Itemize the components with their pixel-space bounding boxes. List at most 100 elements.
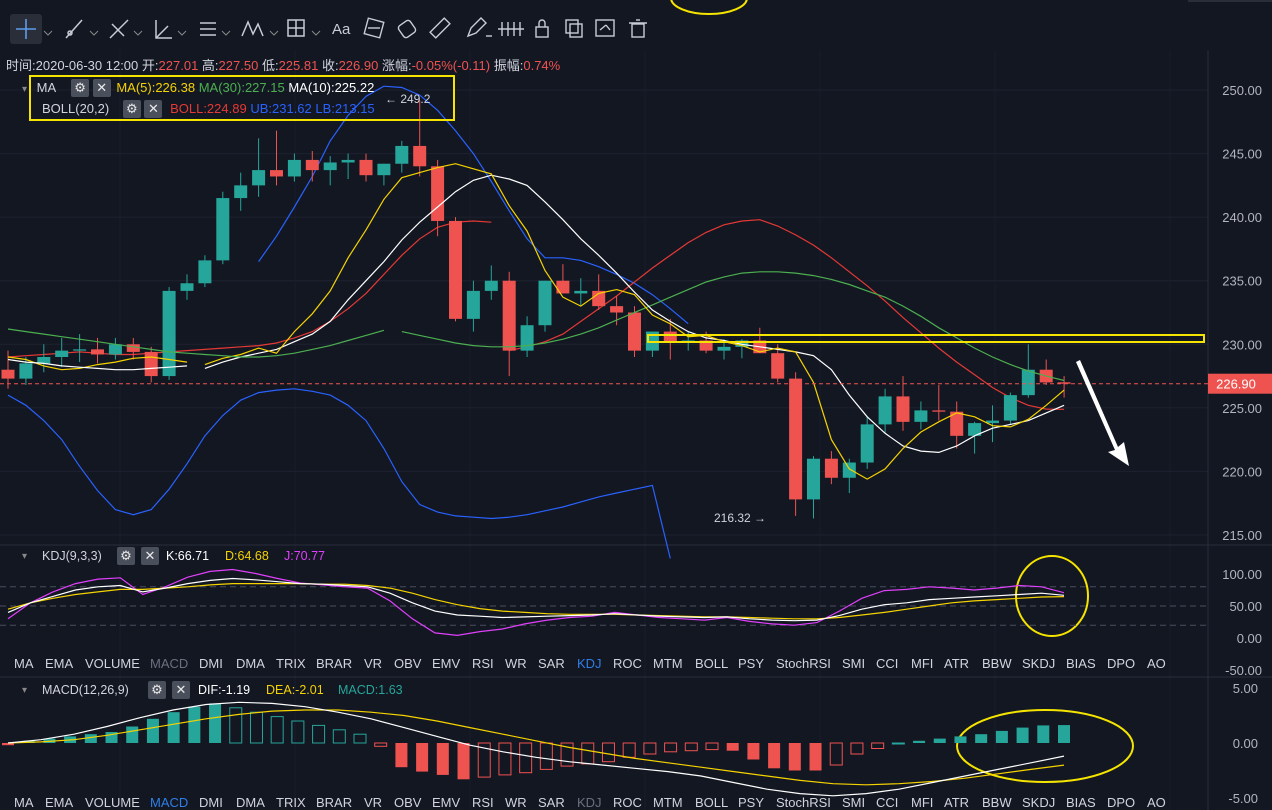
wave-icon[interactable] bbox=[241, 20, 264, 37]
eraser-icon[interactable] bbox=[397, 19, 417, 39]
indicator-tab-smi[interactable]: SMI bbox=[842, 795, 866, 810]
boll-settings-gear-icon[interactable]: ⚙ bbox=[122, 100, 141, 118]
indicator-tab-kdj[interactable]: KDJ bbox=[577, 795, 602, 810]
ruler-icon[interactable] bbox=[429, 17, 451, 39]
crosshair-icon[interactable] bbox=[16, 19, 36, 39]
macd-histogram-bar bbox=[975, 734, 988, 743]
indicator-tab-macd[interactable]: MACD bbox=[150, 656, 189, 671]
indicator-tab-trix[interactable]: TRIX bbox=[276, 795, 306, 810]
indicator-tab-volume[interactable]: VOLUME bbox=[85, 795, 140, 810]
candle-body bbox=[144, 351, 158, 377]
ray-icon[interactable] bbox=[109, 19, 129, 39]
indicator-tab-brar[interactable]: BRAR bbox=[316, 795, 353, 810]
indicator-tab-mtm[interactable]: MTM bbox=[653, 656, 683, 671]
indicator-tab-stochrsi[interactable]: StochRSI bbox=[776, 656, 831, 671]
indicator-tab-emv[interactable]: EMV bbox=[432, 656, 461, 671]
indicator-tab-bbw[interactable]: BBW bbox=[982, 656, 1012, 671]
indicator-tab-obv[interactable]: OBV bbox=[394, 795, 422, 810]
macd-dea-value: DEA:-2.01 bbox=[266, 683, 324, 697]
indicator-tab-ao[interactable]: AO bbox=[1147, 795, 1166, 810]
indicator-tab-rsi[interactable]: RSI bbox=[472, 795, 494, 810]
fib-icon[interactable] bbox=[363, 17, 385, 39]
indicator-tab-dma[interactable]: DMA bbox=[236, 795, 265, 810]
pattern-icon[interactable] bbox=[498, 22, 524, 36]
indicator-tab-boll[interactable]: BOLL bbox=[695, 656, 729, 671]
indicator-tab-bbw[interactable]: BBW bbox=[982, 795, 1012, 810]
indicator-tab-bias[interactable]: BIAS bbox=[1066, 795, 1096, 810]
indicator-tab-wr[interactable]: WR bbox=[505, 656, 527, 671]
indicator-tab-roc[interactable]: ROC bbox=[613, 795, 642, 810]
macd-close-icon[interactable]: ✕ bbox=[172, 681, 190, 699]
boll-close-icon[interactable]: ✕ bbox=[144, 100, 163, 118]
indicator-tab-bias[interactable]: BIAS bbox=[1066, 656, 1096, 671]
candle-body bbox=[878, 396, 892, 425]
collapse-chevron-icon[interactable]: ▾ bbox=[22, 84, 28, 95]
open-label: 开: bbox=[141, 58, 159, 73]
ma-settings-gear-icon[interactable]: ⚙ bbox=[71, 79, 90, 97]
indicator-tab-skdj[interactable]: SKDJ bbox=[1022, 795, 1056, 810]
indicator-tab-skdj[interactable]: SKDJ bbox=[1022, 656, 1056, 671]
indicator-tab-trix[interactable]: TRIX bbox=[276, 656, 306, 671]
indicator-tab-vr[interactable]: VR bbox=[364, 656, 383, 671]
kdj-settings-gear-icon[interactable]: ⚙ bbox=[117, 547, 135, 565]
indicator-tab-dpo[interactable]: DPO bbox=[1107, 795, 1136, 810]
indicator-tab-cci[interactable]: CCI bbox=[876, 656, 899, 671]
indicator-tab-mfi[interactable]: MFI bbox=[911, 795, 934, 810]
indicator-tab-dmi[interactable]: DMI bbox=[199, 656, 223, 671]
pencil-icon[interactable] bbox=[466, 17, 492, 38]
high-price-marker: ← 249.2 bbox=[385, 92, 431, 106]
indicator-tab-wr[interactable]: WR bbox=[505, 795, 527, 810]
indicator-tab-ema[interactable]: EMA bbox=[45, 795, 74, 810]
parallel-lines-icon[interactable] bbox=[200, 22, 216, 36]
indicator-tab-ao[interactable]: AO bbox=[1147, 656, 1166, 671]
trend-line-icon[interactable] bbox=[65, 19, 83, 39]
macd-collapse-icon[interactable]: ▾ bbox=[22, 685, 28, 696]
ma-close-icon[interactable]: ✕ bbox=[92, 79, 111, 97]
indicator-tab-vr[interactable]: VR bbox=[364, 795, 383, 810]
chevron-down-icon[interactable] bbox=[43, 30, 53, 36]
trash-icon[interactable] bbox=[629, 19, 647, 38]
angle-icon[interactable] bbox=[155, 20, 172, 39]
indicator-tab-sar[interactable]: SAR bbox=[538, 656, 565, 671]
indicator-tab-rsi[interactable]: RSI bbox=[472, 656, 494, 671]
macd-settings-gear-icon[interactable]: ⚙ bbox=[148, 681, 166, 699]
indicator-tab-volume[interactable]: VOLUME bbox=[85, 656, 140, 671]
indicator-tab-stochrsi[interactable]: StochRSI bbox=[776, 795, 831, 810]
indicator-tab-cci[interactable]: CCI bbox=[876, 795, 899, 810]
boll-mid-early bbox=[7, 220, 492, 358]
kdj-collapse-icon[interactable]: ▾ bbox=[22, 551, 28, 562]
indicator-tab-dma[interactable]: DMA bbox=[236, 656, 265, 671]
text-tool-icon[interactable]: Aa bbox=[332, 21, 351, 38]
kdj-d-value: D:64.68 bbox=[225, 549, 269, 563]
indicator-tab-atr[interactable]: ATR bbox=[944, 795, 970, 810]
screenshot-icon[interactable] bbox=[595, 19, 615, 37]
kdj-close-icon[interactable]: ✕ bbox=[141, 547, 159, 565]
indicator-tab-macd[interactable]: MACD bbox=[150, 795, 189, 810]
indicator-tab-boll[interactable]: BOLL bbox=[695, 795, 729, 810]
macd-histogram-bar bbox=[270, 716, 284, 744]
indicator-tab-mtm[interactable]: MTM bbox=[653, 795, 683, 810]
price-tick: 245.00 bbox=[1222, 147, 1262, 162]
indicator-tab-dmi[interactable]: DMI bbox=[199, 795, 223, 810]
indicator-tab-smi[interactable]: SMI bbox=[842, 656, 866, 671]
candle-body bbox=[484, 280, 498, 291]
indicator-tab-kdj[interactable]: KDJ bbox=[577, 656, 602, 671]
indicator-tab-psy[interactable]: PSY bbox=[738, 795, 765, 810]
indicator-tab-psy[interactable]: PSY bbox=[738, 656, 765, 671]
indicator-tab-mfi[interactable]: MFI bbox=[911, 656, 934, 671]
measure-box-icon[interactable] bbox=[287, 19, 305, 37]
lock-icon[interactable] bbox=[535, 19, 549, 38]
indicator-tab-dpo[interactable]: DPO bbox=[1107, 656, 1136, 671]
indicator-tab-brar[interactable]: BRAR bbox=[316, 656, 353, 671]
moving-averages bbox=[7, 163, 1065, 480]
indicator-tab-obv[interactable]: OBV bbox=[394, 656, 422, 671]
indicator-tab-emv[interactable]: EMV bbox=[432, 795, 461, 810]
indicator-tab-ma[interactable]: MA bbox=[14, 656, 34, 671]
indicator-tab-roc[interactable]: ROC bbox=[613, 656, 642, 671]
copy-icon[interactable] bbox=[565, 19, 583, 38]
indicator-tab-atr[interactable]: ATR bbox=[944, 656, 970, 671]
indicator-tab-sar[interactable]: SAR bbox=[538, 795, 565, 810]
indicator-tab-ma[interactable]: MA bbox=[14, 795, 34, 810]
indicator-tab-ema[interactable]: EMA bbox=[45, 656, 74, 671]
